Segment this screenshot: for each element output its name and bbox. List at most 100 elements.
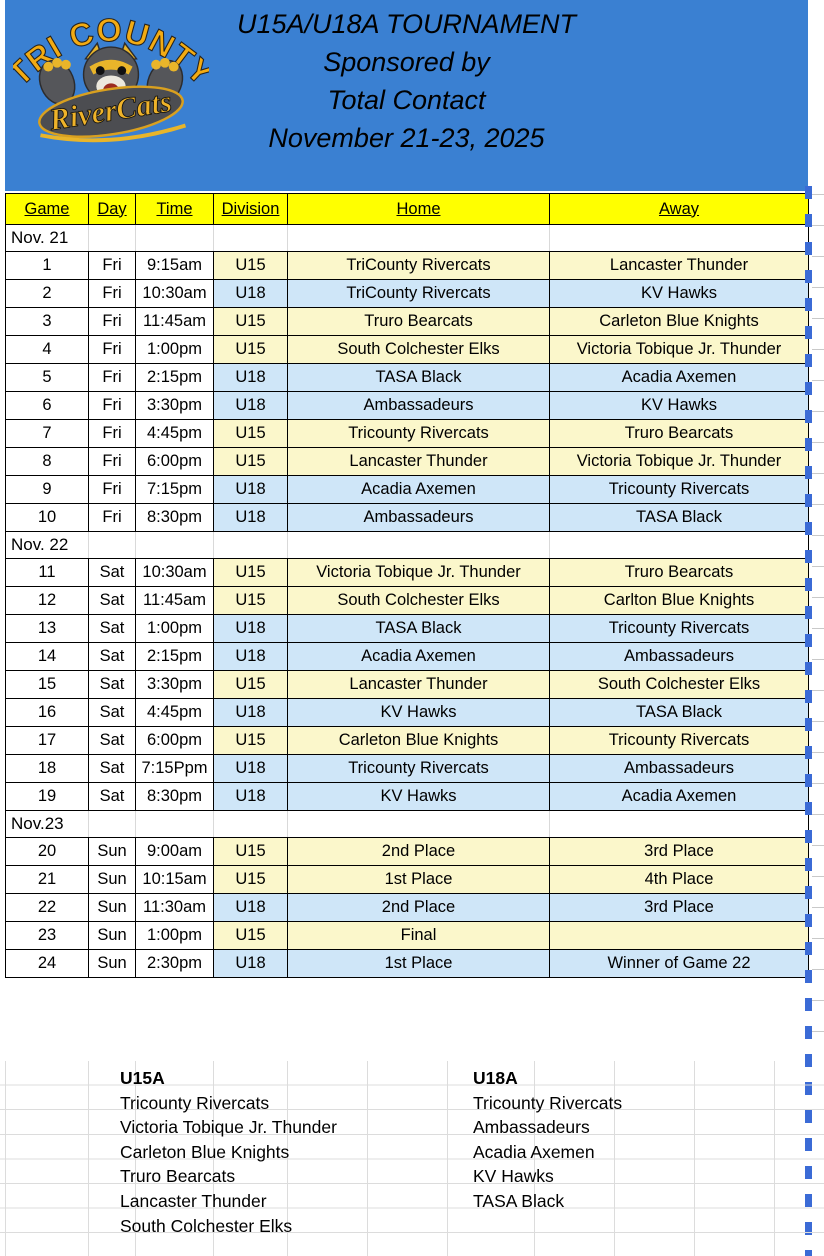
time-cell[interactable]: 7:15pm (135, 475, 214, 504)
col-header-division[interactable]: Division (213, 193, 288, 225)
home-cell[interactable]: Carleton Blue Knights (287, 726, 550, 755)
game-cell[interactable]: 8 (5, 447, 89, 476)
away-cell[interactable]: Tricounty Rivercats (549, 475, 809, 504)
time-cell[interactable]: 6:00pm (135, 726, 214, 755)
home-cell[interactable]: KV Hawks (287, 698, 550, 727)
home-cell[interactable]: Truro Bearcats (287, 307, 550, 336)
division-cell[interactable]: U18 (213, 782, 288, 811)
roster-team[interactable]: South Colchester Elks (120, 1215, 293, 1236)
home-cell[interactable]: Tricounty Rivercats (287, 754, 550, 783)
empty-cell[interactable] (287, 810, 550, 838)
day-cell[interactable]: Sat (88, 754, 136, 783)
game-cell[interactable]: 22 (5, 893, 89, 922)
division-cell[interactable]: U18 (213, 642, 288, 671)
roster-title[interactable]: U15A (120, 1068, 165, 1088)
division-cell[interactable]: U15 (213, 726, 288, 755)
home-cell[interactable]: Final (287, 921, 550, 950)
day-cell[interactable]: Fri (88, 335, 136, 364)
away-cell[interactable]: Ambassadeurs (549, 754, 809, 783)
away-cell[interactable]: Winner of Game 22 (549, 949, 809, 978)
date-label[interactable]: Nov. 21 (5, 224, 89, 252)
home-cell[interactable]: Acadia Axemen (287, 475, 550, 504)
division-cell[interactable]: U18 (213, 475, 288, 504)
day-cell[interactable]: Fri (88, 279, 136, 308)
time-cell[interactable]: 10:30am (135, 279, 214, 308)
roster-team[interactable]: Carleton Blue Knights (120, 1141, 290, 1162)
empty-cell[interactable] (135, 531, 214, 559)
day-cell[interactable]: Sat (88, 670, 136, 699)
day-cell[interactable]: Sun (88, 837, 136, 866)
home-cell[interactable]: Ambassadeurs (287, 503, 550, 532)
time-cell[interactable]: 4:45pm (135, 419, 214, 448)
division-cell[interactable]: U15 (213, 865, 288, 894)
empty-cell[interactable] (213, 531, 288, 559)
home-cell[interactable]: KV Hawks (287, 782, 550, 811)
home-cell[interactable]: TASA Black (287, 614, 550, 643)
division-cell[interactable]: U18 (213, 391, 288, 420)
home-cell[interactable]: Victoria Tobique Jr. Thunder (287, 558, 550, 587)
time-cell[interactable]: 6:00pm (135, 447, 214, 476)
empty-cell[interactable] (549, 531, 809, 559)
time-cell[interactable]: 10:30am (135, 558, 214, 587)
division-cell[interactable]: U15 (213, 921, 288, 950)
away-cell[interactable]: Truro Bearcats (549, 419, 809, 448)
game-cell[interactable]: 10 (5, 503, 89, 532)
away-cell[interactable] (549, 921, 809, 950)
time-cell[interactable]: 8:30pm (135, 782, 214, 811)
page-break-dashed-line[interactable] (805, 186, 812, 1256)
time-cell[interactable]: 2:30pm (135, 949, 214, 978)
away-cell[interactable]: 3rd Place (549, 893, 809, 922)
division-cell[interactable]: U18 (213, 503, 288, 532)
date-label[interactable]: Nov. 22 (5, 531, 89, 559)
time-cell[interactable]: 2:15pm (135, 363, 214, 392)
empty-cell[interactable] (213, 224, 288, 252)
game-cell[interactable]: 2 (5, 279, 89, 308)
game-cell[interactable]: 4 (5, 335, 89, 364)
game-cell[interactable]: 7 (5, 419, 89, 448)
game-cell[interactable]: 21 (5, 865, 89, 894)
game-cell[interactable]: 15 (5, 670, 89, 699)
empty-cell[interactable] (287, 531, 550, 559)
roster-team[interactable]: Ambassadeurs (473, 1117, 590, 1138)
away-cell[interactable]: South Colchester Elks (549, 670, 809, 699)
day-cell[interactable]: Fri (88, 475, 136, 504)
away-cell[interactable]: Victoria Tobique Jr. Thunder (549, 447, 809, 476)
division-cell[interactable]: U15 (213, 335, 288, 364)
away-cell[interactable]: Ambassadeurs (549, 642, 809, 671)
away-cell[interactable]: Acadia Axemen (549, 363, 809, 392)
time-cell[interactable]: 8:30pm (135, 503, 214, 532)
away-cell[interactable]: Tricounty Rivercats (549, 614, 809, 643)
away-cell[interactable]: Truro Bearcats (549, 558, 809, 587)
home-cell[interactable]: 2nd Place (287, 837, 550, 866)
game-cell[interactable]: 23 (5, 921, 89, 950)
home-cell[interactable]: TriCounty Rivercats (287, 251, 550, 280)
empty-cell[interactable] (287, 224, 550, 252)
division-cell[interactable]: U18 (213, 893, 288, 922)
day-cell[interactable]: Fri (88, 391, 136, 420)
time-cell[interactable]: 11:30am (135, 893, 214, 922)
away-cell[interactable]: KV Hawks (549, 391, 809, 420)
empty-cell[interactable] (88, 810, 136, 838)
day-cell[interactable]: Sun (88, 921, 136, 950)
day-cell[interactable]: Sun (88, 893, 136, 922)
game-cell[interactable]: 12 (5, 586, 89, 615)
date-label[interactable]: Nov.23 (5, 810, 89, 838)
division-cell[interactable]: U15 (213, 251, 288, 280)
division-cell[interactable]: U18 (213, 614, 288, 643)
day-cell[interactable]: Sat (88, 782, 136, 811)
division-cell[interactable]: U15 (213, 558, 288, 587)
time-cell[interactable]: 1:00pm (135, 921, 214, 950)
col-header-home[interactable]: Home (287, 193, 550, 225)
day-cell[interactable]: Fri (88, 251, 136, 280)
game-cell[interactable]: 19 (5, 782, 89, 811)
day-cell[interactable]: Fri (88, 307, 136, 336)
game-cell[interactable]: 24 (5, 949, 89, 978)
away-cell[interactable]: Carleton Blue Knights (549, 307, 809, 336)
day-cell[interactable]: Sun (88, 949, 136, 978)
game-cell[interactable]: 14 (5, 642, 89, 671)
col-header-away[interactable]: Away (549, 193, 809, 225)
col-header-time[interactable]: Time (135, 193, 214, 225)
time-cell[interactable]: 10:15am (135, 865, 214, 894)
away-cell[interactable]: Victoria Tobique Jr. Thunder (549, 335, 809, 364)
day-cell[interactable]: Sat (88, 558, 136, 587)
